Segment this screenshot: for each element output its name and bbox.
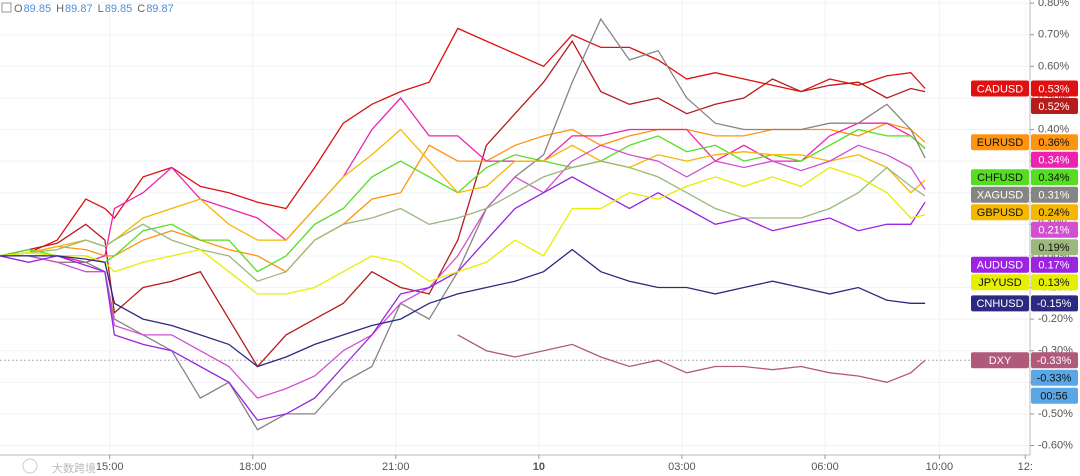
ohlc-key: O xyxy=(14,3,23,15)
value-label: 0.31% xyxy=(1038,190,1069,202)
legend-label: AUDUSD xyxy=(977,260,1024,272)
ohlc-key: C xyxy=(137,3,145,15)
y-tick-label: -0.20% xyxy=(1038,313,1073,325)
value-badge xyxy=(1031,295,1078,312)
value-badge xyxy=(1031,204,1078,221)
ohlc-value: 89.87 xyxy=(65,3,93,15)
value-label: 0.34% xyxy=(1038,155,1069,167)
legend-badge xyxy=(971,256,1029,273)
y-tick-label: 0.70% xyxy=(1038,29,1069,41)
x-tick-label: 10 xyxy=(533,461,545,473)
x-tick-label: 21:00 xyxy=(382,461,410,473)
legend-label: CHFUSD xyxy=(977,172,1023,184)
value-label: -0.15% xyxy=(1037,298,1072,310)
value-badge xyxy=(1031,352,1078,369)
legend-label: CADUSD xyxy=(977,83,1024,95)
crosshair-badge xyxy=(1031,369,1078,386)
legend-badge xyxy=(971,134,1029,151)
legend-badge xyxy=(971,80,1029,97)
legend-label: GBPUSD xyxy=(977,207,1024,219)
value-badge xyxy=(1031,134,1078,151)
legend-label: XAGUSD xyxy=(977,190,1024,202)
legend-label: CNHUSD xyxy=(976,298,1023,310)
y-tick-label: -0.60% xyxy=(1038,439,1073,451)
legend-badge xyxy=(971,204,1029,221)
x-tick-label: 06:00 xyxy=(811,461,839,473)
value-label: 0.19% xyxy=(1038,242,1069,254)
value-label: 0.36% xyxy=(1038,137,1069,149)
ohlc-value: 89.85 xyxy=(24,3,52,15)
series-line xyxy=(457,334,926,383)
value-badge xyxy=(1031,256,1078,273)
value-label: -0.33% xyxy=(1037,355,1072,367)
countdown-label: 00:56 xyxy=(1040,391,1068,403)
value-badge xyxy=(1031,221,1078,238)
value-label: 0.24% xyxy=(1038,207,1069,219)
x-tick-label: 10:00 xyxy=(926,461,954,473)
series-line xyxy=(0,27,926,257)
y-tick-label: 0.80% xyxy=(1038,0,1069,9)
value-label: 0.17% xyxy=(1038,260,1069,272)
legend-badge xyxy=(971,274,1029,291)
y-tick-label: -0.50% xyxy=(1038,408,1073,420)
series-line xyxy=(0,128,926,257)
series-line xyxy=(0,166,926,295)
legend-label: EURUSD xyxy=(977,137,1024,149)
ohlc-key: H xyxy=(56,3,64,15)
legend-badge xyxy=(971,295,1029,312)
series-line xyxy=(0,39,926,368)
legend-toggle[interactable] xyxy=(1,2,12,13)
value-label: 0.52% xyxy=(1038,101,1069,113)
value-label: 0.53% xyxy=(1038,83,1069,95)
series-line xyxy=(0,144,926,399)
value-badge xyxy=(1031,186,1078,203)
value-badge xyxy=(1031,169,1078,186)
countdown-badge xyxy=(1031,387,1078,404)
series-line xyxy=(0,96,926,263)
ohlc-value: 89.85 xyxy=(105,3,133,15)
series-line xyxy=(0,160,926,282)
x-tick-label: 18:00 xyxy=(239,461,267,473)
crosshair-label: -0.33% xyxy=(1037,373,1072,385)
value-badge xyxy=(1031,239,1078,256)
x-tick-label: 03:00 xyxy=(668,461,696,473)
y-tick-label: 0.60% xyxy=(1038,60,1069,72)
legend-label: DXY xyxy=(989,355,1012,367)
ohlc-value: 89.87 xyxy=(146,3,174,15)
y-tick-label: 0.40% xyxy=(1038,123,1069,135)
series-line xyxy=(0,248,926,368)
watermark-logo xyxy=(22,458,38,474)
value-label: 0.21% xyxy=(1038,225,1069,237)
value-label: 0.13% xyxy=(1038,277,1069,289)
legend-label: JPYUSD xyxy=(978,277,1021,289)
value-badge xyxy=(1031,274,1078,291)
value-badge xyxy=(1031,97,1078,114)
watermark: 大数跨境 xyxy=(52,461,96,475)
value-label: 0.34% xyxy=(1038,172,1069,184)
legend-badge xyxy=(971,169,1029,186)
x-tick-label: 15:00 xyxy=(96,461,124,473)
value-badge xyxy=(1031,151,1078,168)
legend-badge xyxy=(971,186,1029,203)
ohlc-key: L xyxy=(98,3,104,15)
x-tick-label: 12: xyxy=(1018,461,1033,473)
legend-badge xyxy=(971,352,1029,369)
value-badge xyxy=(1031,80,1078,97)
